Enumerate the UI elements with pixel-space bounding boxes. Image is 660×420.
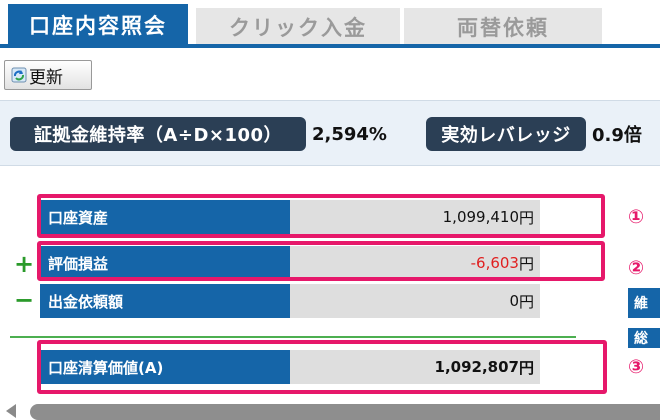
annotation-marker-1: ① (628, 206, 645, 228)
plus-sign: + (14, 250, 35, 278)
unrealized-pl-row: 評価損益 -6,603 円 (40, 246, 540, 280)
account-assets-label: 口座資産 (40, 200, 290, 234)
refresh-button[interactable]: 更新 (4, 60, 92, 90)
tab-exchange-request[interactable]: 両替依頼 (404, 8, 602, 46)
side-column-cell: 維 (628, 288, 660, 318)
liquidation-value-label: 口座清算価値(A) (40, 350, 290, 384)
margin-summary-bar: 証拠金維持率（A÷D×100） 2,594% 実効レバレッジ 0.9倍 (0, 100, 660, 166)
account-assets-row: 口座資産 1,099,410 円 (40, 200, 540, 234)
unrealized-pl-value: -6,603 円 (290, 246, 540, 280)
highlight-box-1 (37, 194, 605, 238)
annotation-marker-2: ② (628, 257, 645, 279)
leverage-value: 0.9倍 (592, 125, 642, 146)
account-assets-value: 1,099,410 円 (290, 200, 540, 234)
liquidation-value-value: 1,092,807 円 (290, 350, 540, 384)
withdrawal-request-label: 出金依頼額 (40, 284, 290, 318)
margin-rate-label: 証拠金維持率（A÷D×100） (10, 117, 306, 151)
tab-bar: 口座内容照会 クリック入金 両替依頼 (0, 0, 660, 48)
liquidation-value-row: 口座清算価値(A) 1,092,807 円 (40, 350, 540, 384)
refresh-icon (11, 67, 27, 83)
annotation-marker-3: ③ (628, 356, 645, 378)
scroll-left-arrow-icon[interactable] (6, 404, 16, 418)
highlight-box-2 (37, 241, 605, 281)
highlight-box-3 (37, 340, 607, 394)
minus-sign: − (14, 286, 35, 314)
scrollbar-thumb[interactable] (30, 404, 660, 420)
tab-click-deposit[interactable]: クリック入金 (196, 8, 400, 46)
leverage-label: 実効レバレッジ (426, 117, 586, 151)
tab-underline (0, 44, 660, 48)
total-divider (10, 336, 576, 338)
side-column-cell: 総 (628, 328, 660, 348)
refresh-label: 更新 (29, 67, 63, 88)
tab-account-inquiry[interactable]: 口座内容照会 (8, 4, 188, 46)
unrealized-pl-label: 評価損益 (40, 246, 290, 280)
horizontal-scrollbar[interactable] (0, 402, 660, 420)
margin-rate-value: 2,594% (312, 123, 387, 145)
